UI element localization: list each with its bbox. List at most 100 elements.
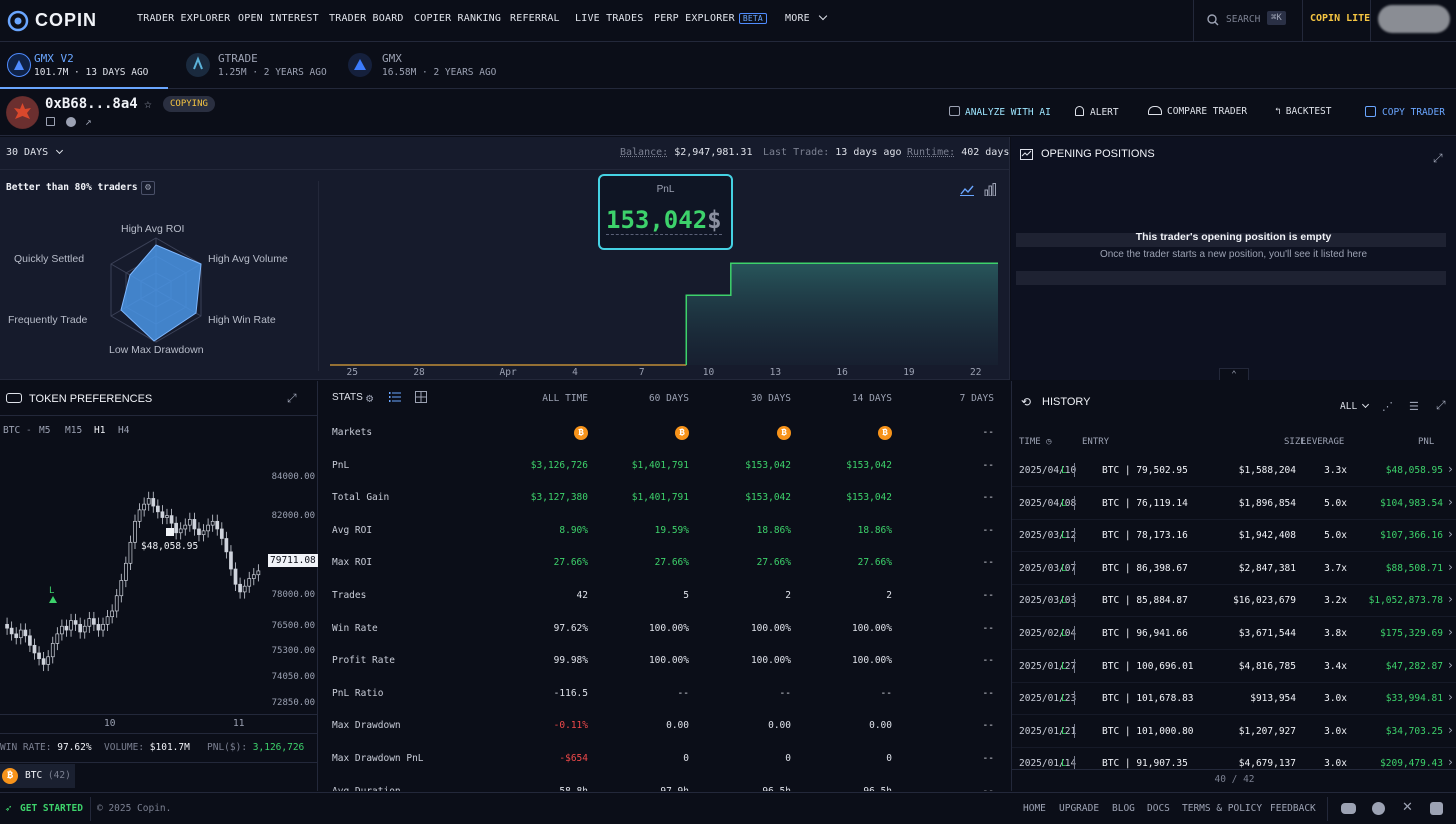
- history-row[interactable]: 2025/04/10 L BTC | 79,502.95 $1,588,204 3.3x…: [1012, 455, 1456, 487]
- pnl-area: [330, 263, 998, 365]
- brand-name[interactable]: COPIN: [35, 10, 98, 30]
- candle: [78, 623, 83, 633]
- expand-icon[interactable]: ⤢: [1433, 151, 1443, 165]
- runtime-value: 402 days: [961, 147, 1010, 158]
- search-icon[interactable]: [1207, 14, 1219, 26]
- balance-label: Balance:: [620, 147, 669, 158]
- footer-home[interactable]: HOME: [1023, 803, 1046, 814]
- timeframe-m5[interactable]: M5: [39, 425, 51, 436]
- runtime: Runtime: 402 days: [907, 147, 1009, 158]
- nav-live-trades[interactable]: LIVE TRADES: [575, 13, 644, 24]
- star-icon[interactable]: ☆: [144, 97, 152, 112]
- history-leverage: 3.8x: [1324, 628, 1347, 639]
- github-icon[interactable]: [1430, 802, 1443, 815]
- protocol-tab-gtrade[interactable]: GTRADE 1.25M · 2 YEARS AGO: [184, 43, 344, 89]
- timeframe-h1[interactable]: H1: [94, 425, 106, 436]
- wallet-button[interactable]: [1378, 5, 1450, 33]
- runtime-label: Runtime:: [907, 147, 956, 158]
- history-row[interactable]: 2025/01/21 L BTC | 101,000.80 $1,207,927 3.0…: [1012, 716, 1456, 748]
- settings-gear-icon[interactable]: ⚙: [366, 391, 374, 405]
- bar-list-icon[interactable]: ☰: [1409, 400, 1419, 413]
- nav-more[interactable]: MORE: [785, 11, 828, 24]
- footer-upgrade[interactable]: UPGRADE: [1059, 803, 1100, 814]
- history-row[interactable]: 2025/03/12 L BTC | 78,173.16 $1,942,408 5.0x…: [1012, 520, 1456, 553]
- stats-row-label: Max ROI: [332, 557, 373, 569]
- history-row[interactable]: 2025/01/14 L BTC | 91,907.35 $4,679,137 3.0x…: [1012, 748, 1456, 769]
- copin-lite-link[interactable]: COPIN LITE: [1310, 13, 1371, 24]
- history-row[interactable]: 2025/02/04 L BTC | 96,941.66 $3,671,544 3.8x…: [1012, 618, 1456, 650]
- get-started-button[interactable]: GET STARTED: [20, 803, 83, 814]
- radar-label-quickly-settled: Quickly Settled: [14, 253, 85, 265]
- discord-icon[interactable]: [1341, 803, 1356, 814]
- analyze-ai-button[interactable]: ANALYZE WITH AI: [949, 106, 1051, 118]
- telegram-icon[interactable]: [1372, 802, 1385, 815]
- history-panel: ⟲ HISTORY ALL ⋰ ☰ ⤢ TIME ◷ ENTRY SIZE LE…: [1011, 381, 1456, 791]
- stats-cell: 8.90%: [559, 524, 588, 536]
- stats-row: Avg Duration 58.8h 97.9h 96.5h 96.5h --: [319, 776, 1009, 791]
- history-row[interactable]: 2025/01/23 L BTC | 101,678.83 $913,954 3.0x $…: [1012, 683, 1456, 716]
- nav-trader-board[interactable]: TRADER BOARD: [329, 13, 404, 24]
- nav-referral[interactable]: REFERRAL: [510, 13, 560, 24]
- token-chip-btc[interactable]: ₿ BTC (42): [0, 764, 75, 788]
- footer-docs[interactable]: DOCS: [1147, 803, 1170, 814]
- history-entry: BTC | 79,502.95: [1102, 465, 1188, 476]
- x-twitter-icon[interactable]: ✕: [1402, 800, 1413, 815]
- ai-icon: [949, 106, 960, 116]
- backtest-button[interactable]: ↰ BACKTEST: [1275, 106, 1332, 117]
- timeframe-h4[interactable]: H4: [118, 425, 130, 436]
- list-view-icon[interactable]: [389, 392, 401, 402]
- divider: [0, 415, 318, 416]
- period-select[interactable]: 30 DAYS: [6, 146, 64, 158]
- grid-view-icon[interactable]: [415, 391, 427, 403]
- share-icon[interactable]: ↗: [85, 115, 92, 128]
- candle: [9, 627, 14, 635]
- expand-icon[interactable]: ⤢: [1436, 398, 1446, 412]
- protocol-tabs: GMX V2 101.7M · 13 DAYS AGO GTRADE 1.25M…: [0, 43, 1456, 89]
- explorer-icon[interactable]: [66, 117, 76, 127]
- history-pnl: $104,983.54: [1380, 497, 1443, 509]
- chevron-right-icon: ›: [1446, 690, 1454, 705]
- history-separator: [1074, 463, 1075, 477]
- scatter-chart-icon[interactable]: ⋰: [1382, 400, 1393, 413]
- nav-copier-ranking[interactable]: COPIER RANKING: [414, 13, 502, 24]
- copy-address-icon[interactable]: [46, 117, 55, 126]
- history-list[interactable]: 2025/04/10 L BTC | 79,502.95 $1,588,204 3.3x…: [1012, 455, 1456, 769]
- collapse-toggle-icon[interactable]: ⌃: [1219, 368, 1249, 380]
- col-size: SIZE: [1284, 437, 1306, 447]
- col-time[interactable]: TIME ◷: [1019, 437, 1052, 447]
- history-row[interactable]: 2025/04/08 L BTC | 76,119.14 $1,896,854 5.0x…: [1012, 488, 1456, 520]
- timeframe-m15[interactable]: M15: [65, 425, 83, 436]
- footer-blog[interactable]: BLOG: [1112, 803, 1135, 814]
- protocol-tab-gmx-v2[interactable]: GMX V2 101.7M · 13 DAYS AGO: [0, 43, 168, 89]
- candle: [114, 595, 119, 612]
- history-entry: BTC | 100,696.01: [1102, 660, 1194, 672]
- expand-icon[interactable]: ⤢: [287, 391, 297, 405]
- protocol-tab-gmx[interactable]: GMX 16.58M · 2 YEARS AGO: [348, 43, 508, 89]
- nav-perp-explorer[interactable]: PERP EXPLORER BETA: [654, 13, 767, 24]
- search-button[interactable]: SEARCH: [1226, 14, 1261, 25]
- settings-gear-icon[interactable]: ⚙: [141, 181, 155, 195]
- period-label: 30 DAYS: [6, 147, 49, 158]
- nav-trader-explorer[interactable]: TRADER EXPLORER: [137, 13, 231, 24]
- history-count: 40 / 42: [1012, 769, 1456, 791]
- history-pnl: $33,994.81: [1385, 693, 1443, 705]
- col-entry: ENTRY: [1082, 437, 1110, 447]
- chevron-down-icon: [818, 11, 828, 21]
- history-leverage: 3.3x: [1324, 465, 1347, 476]
- footer-terms[interactable]: TERMS & POLICY: [1182, 803, 1263, 814]
- history-row[interactable]: 2025/03/07 L BTC | 86,398.67 $2,847,381 3.7x…: [1012, 553, 1456, 585]
- bitcoin-icon: ₿: [498, 426, 588, 440]
- compare-trader-button[interactable]: COMPARE TRADER: [1148, 106, 1247, 117]
- bar-chart-toggle-icon[interactable]: [984, 183, 996, 196]
- footer-feedback[interactable]: FEEDBACK: [1270, 803, 1316, 814]
- copy-trader-button[interactable]: COPY TRADER: [1365, 106, 1445, 118]
- history-row[interactable]: 2025/01/27 L BTC | 100,696.01 $4,816,785 3.4…: [1012, 651, 1456, 683]
- copy-trader-label: COPY TRADER: [1382, 107, 1445, 118]
- copin-logo-icon[interactable]: [6, 9, 30, 33]
- history-row[interactable]: 2025/03/03 L BTC | 85,884.87 $16,023,679 3.2…: [1012, 585, 1456, 618]
- alert-button[interactable]: ALERT: [1075, 106, 1119, 118]
- line-chart-toggle-icon[interactable]: [960, 184, 974, 196]
- candle: [165, 515, 169, 518]
- nav-open-interest[interactable]: OPEN INTEREST: [238, 13, 319, 24]
- history-filter[interactable]: ALL: [1340, 400, 1369, 412]
